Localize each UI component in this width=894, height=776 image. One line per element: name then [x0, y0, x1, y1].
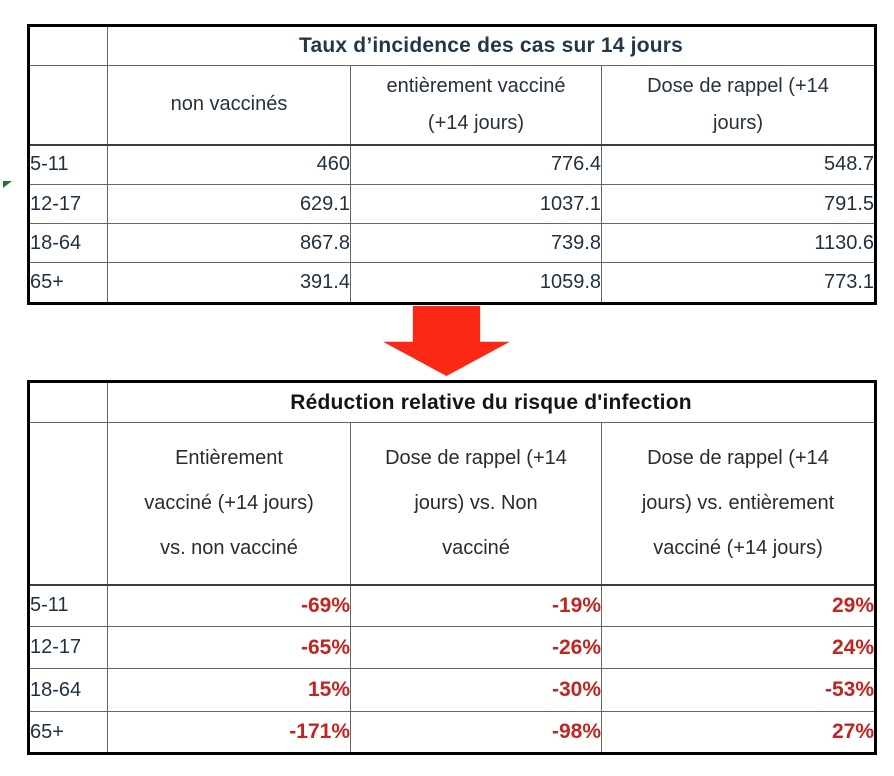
value-cell: 791.5	[600, 184, 877, 224]
reduction-title-row: Réduction relative du risque d'infection	[28, 381, 876, 423]
corner-cell	[28, 381, 108, 423]
col-header-dose-rappel: Dose de rappel (+14 jours)	[600, 65, 877, 146]
col-header-non-vaccines: non vaccinés	[107, 65, 351, 146]
value-cell: 1130.6	[600, 223, 877, 263]
incidence-title-row: Taux d’incidence des cas sur 14 jours	[28, 25, 877, 66]
col-header-rappel-vs-non-vaccine: Dose de rappel (+14 jours) vs. Non vacci…	[350, 422, 602, 586]
value-cell: 1059.8	[350, 262, 602, 304]
row-label: 12-17	[28, 184, 108, 224]
percent-cell: -171%	[107, 711, 351, 754]
percent-cell: 27%	[601, 711, 876, 754]
reduction-header-row: Entièrement vacciné (+14 jours) vs. non …	[28, 422, 876, 586]
col-header-vaccine-vs-non-vaccine: Entièrement vacciné (+14 jours) vs. non …	[107, 422, 351, 586]
percent-cell: 15%	[107, 668, 351, 712]
incidence-header-row: non vaccinés entièrement vacciné (+14 jo…	[28, 65, 877, 146]
table-row: 12-17 629.1 1037.1 791.5	[28, 184, 877, 224]
value-cell: 773.1	[600, 262, 877, 304]
percent-cell: -69%	[107, 584, 351, 627]
row-label: 12-17	[28, 626, 108, 669]
row-label: 5-11	[28, 584, 108, 627]
corner-cell	[28, 25, 108, 66]
table-row: 65+ 391.4 1059.8 773.1	[28, 262, 877, 304]
row-label: 18-64	[28, 668, 108, 712]
row-label: 18-64	[28, 223, 108, 263]
value-cell: 739.8	[350, 223, 602, 263]
table-row: 65+ -171% -98% 27%	[28, 711, 876, 754]
incidence-table: Taux d’incidence des cas sur 14 jours no…	[27, 24, 878, 305]
percent-cell: -30%	[350, 668, 602, 712]
percent-cell: 29%	[601, 584, 876, 627]
col-header-entierement-vaccine: entièrement vacciné (+14 jours)	[350, 65, 602, 146]
reduction-table: Réduction relative du risque d'infection…	[27, 380, 877, 755]
percent-cell: -53%	[601, 668, 876, 712]
row-label: 65+	[28, 711, 108, 754]
table-row: 12-17 -65% -26% 24%	[28, 626, 876, 669]
corner-cell	[28, 65, 108, 146]
value-cell: 629.1	[107, 184, 351, 224]
value-cell: 391.4	[107, 262, 351, 304]
table-row: 5-11 -69% -19% 29%	[28, 584, 876, 627]
value-cell: 548.7	[600, 144, 877, 185]
table-row: 18-64 867.8 739.8 1130.6	[28, 223, 877, 263]
col-header-rappel-vs-vaccine: Dose de rappel (+14 jours) vs. entièreme…	[601, 422, 876, 586]
corner-cell	[28, 422, 108, 586]
table-row: 5-11 460 776.4 548.7	[28, 144, 877, 185]
value-cell: 867.8	[107, 223, 351, 263]
down-arrow-icon	[383, 306, 510, 376]
value-cell: 460	[107, 144, 351, 185]
percent-cell: -98%	[350, 711, 602, 754]
green-indicator-icon	[3, 181, 12, 188]
incidence-table-title: Taux d’incidence des cas sur 14 jours	[106, 25, 877, 66]
percent-cell: -19%	[350, 584, 602, 627]
row-label: 5-11	[28, 144, 108, 185]
reduction-table-title: Réduction relative du risque d'infection	[107, 381, 876, 423]
value-cell: 1037.1	[350, 184, 602, 224]
percent-cell: 24%	[601, 626, 876, 669]
value-cell: 776.4	[350, 144, 602, 185]
table-row: 18-64 15% -30% -53%	[28, 668, 876, 712]
percent-cell: -65%	[107, 626, 351, 669]
row-label: 65+	[28, 262, 108, 304]
percent-cell: -26%	[350, 626, 602, 669]
